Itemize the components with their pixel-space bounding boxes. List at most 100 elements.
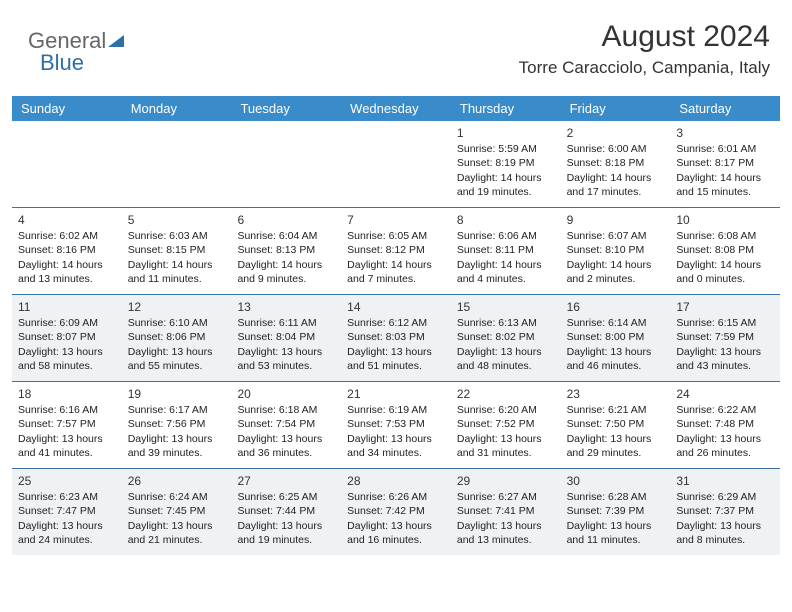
day-cell: 13Sunrise: 6:11 AMSunset: 8:04 PMDayligh… [231, 295, 341, 381]
day-cell: 25Sunrise: 6:23 AMSunset: 7:47 PMDayligh… [12, 469, 122, 555]
sunset-text: Sunset: 8:04 PM [237, 330, 335, 344]
sunset-text: Sunset: 7:42 PM [347, 504, 445, 518]
day-cell: 7Sunrise: 6:05 AMSunset: 8:12 PMDaylight… [341, 208, 451, 294]
sunset-text: Sunset: 8:08 PM [676, 243, 774, 257]
day-cell: 2Sunrise: 6:00 AMSunset: 8:18 PMDaylight… [561, 121, 671, 207]
sunrise-text: Sunrise: 6:21 AM [567, 403, 665, 417]
sunrise-text: Sunrise: 6:27 AM [457, 490, 555, 504]
day-cell: 8Sunrise: 6:06 AMSunset: 8:11 PMDaylight… [451, 208, 561, 294]
logo-triangle-icon [108, 33, 126, 49]
daylight-text: Daylight: 13 hours and 51 minutes. [347, 345, 445, 373]
sunrise-text: Sunrise: 6:10 AM [128, 316, 226, 330]
day-cell: 12Sunrise: 6:10 AMSunset: 8:06 PMDayligh… [122, 295, 232, 381]
daylight-text: Daylight: 13 hours and 55 minutes. [128, 345, 226, 373]
day-cell: 10Sunrise: 6:08 AMSunset: 8:08 PMDayligh… [670, 208, 780, 294]
sunset-text: Sunset: 8:12 PM [347, 243, 445, 257]
day-number: 11 [18, 299, 116, 315]
sunrise-text: Sunrise: 6:02 AM [18, 229, 116, 243]
day-cell: 27Sunrise: 6:25 AMSunset: 7:44 PMDayligh… [231, 469, 341, 555]
day-cell: 23Sunrise: 6:21 AMSunset: 7:50 PMDayligh… [561, 382, 671, 468]
day-cell: 20Sunrise: 6:18 AMSunset: 7:54 PMDayligh… [231, 382, 341, 468]
dow-cell: Monday [122, 96, 232, 121]
sunset-text: Sunset: 7:37 PM [676, 504, 774, 518]
day-number: 26 [128, 473, 226, 489]
day-cell: 4Sunrise: 6:02 AMSunset: 8:16 PMDaylight… [12, 208, 122, 294]
sunset-text: Sunset: 7:45 PM [128, 504, 226, 518]
sunrise-text: Sunrise: 6:28 AM [567, 490, 665, 504]
logo: General Blue [28, 28, 126, 54]
sunset-text: Sunset: 7:53 PM [347, 417, 445, 431]
sunset-text: Sunset: 8:17 PM [676, 156, 774, 170]
sunset-text: Sunset: 7:50 PM [567, 417, 665, 431]
day-cell [12, 121, 122, 207]
week-row: 1Sunrise: 5:59 AMSunset: 8:19 PMDaylight… [12, 121, 780, 207]
daylight-text: Daylight: 14 hours and 11 minutes. [128, 258, 226, 286]
sunset-text: Sunset: 8:11 PM [457, 243, 555, 257]
day-cell: 5Sunrise: 6:03 AMSunset: 8:15 PMDaylight… [122, 208, 232, 294]
day-number: 23 [567, 386, 665, 402]
daylight-text: Daylight: 13 hours and 58 minutes. [18, 345, 116, 373]
day-cell: 1Sunrise: 5:59 AMSunset: 8:19 PMDaylight… [451, 121, 561, 207]
day-number: 13 [237, 299, 335, 315]
sunrise-text: Sunrise: 6:11 AM [237, 316, 335, 330]
dow-header-row: SundayMondayTuesdayWednesdayThursdayFrid… [12, 96, 780, 121]
daylight-text: Daylight: 14 hours and 2 minutes. [567, 258, 665, 286]
day-number: 16 [567, 299, 665, 315]
sunset-text: Sunset: 8:00 PM [567, 330, 665, 344]
day-cell: 29Sunrise: 6:27 AMSunset: 7:41 PMDayligh… [451, 469, 561, 555]
sunset-text: Sunset: 7:41 PM [457, 504, 555, 518]
daylight-text: Daylight: 14 hours and 9 minutes. [237, 258, 335, 286]
daylight-text: Daylight: 13 hours and 31 minutes. [457, 432, 555, 460]
day-number: 5 [128, 212, 226, 228]
day-cell [122, 121, 232, 207]
daylight-text: Daylight: 13 hours and 19 minutes. [237, 519, 335, 547]
daylight-text: Daylight: 13 hours and 16 minutes. [347, 519, 445, 547]
sunrise-text: Sunrise: 6:18 AM [237, 403, 335, 417]
sunset-text: Sunset: 7:39 PM [567, 504, 665, 518]
day-cell: 16Sunrise: 6:14 AMSunset: 8:00 PMDayligh… [561, 295, 671, 381]
day-number: 19 [128, 386, 226, 402]
day-number: 9 [567, 212, 665, 228]
sunset-text: Sunset: 8:03 PM [347, 330, 445, 344]
sunrise-text: Sunrise: 6:26 AM [347, 490, 445, 504]
daylight-text: Daylight: 13 hours and 48 minutes. [457, 345, 555, 373]
sunrise-text: Sunrise: 6:19 AM [347, 403, 445, 417]
sunrise-text: Sunrise: 6:22 AM [676, 403, 774, 417]
sunrise-text: Sunrise: 6:20 AM [457, 403, 555, 417]
sunrise-text: Sunrise: 6:14 AM [567, 316, 665, 330]
day-number: 28 [347, 473, 445, 489]
week-row: 11Sunrise: 6:09 AMSunset: 8:07 PMDayligh… [12, 294, 780, 381]
sunset-text: Sunset: 7:47 PM [18, 504, 116, 518]
day-cell: 28Sunrise: 6:26 AMSunset: 7:42 PMDayligh… [341, 469, 451, 555]
sunrise-text: Sunrise: 6:29 AM [676, 490, 774, 504]
sunrise-text: Sunrise: 6:03 AM [128, 229, 226, 243]
day-cell: 3Sunrise: 6:01 AMSunset: 8:17 PMDaylight… [670, 121, 780, 207]
day-number: 21 [347, 386, 445, 402]
day-number: 22 [457, 386, 555, 402]
sunset-text: Sunset: 8:13 PM [237, 243, 335, 257]
sunset-text: Sunset: 7:52 PM [457, 417, 555, 431]
sunrise-text: Sunrise: 6:17 AM [128, 403, 226, 417]
sunrise-text: Sunrise: 6:00 AM [567, 142, 665, 156]
day-number: 12 [128, 299, 226, 315]
sunrise-text: Sunrise: 6:07 AM [567, 229, 665, 243]
sunset-text: Sunset: 8:07 PM [18, 330, 116, 344]
day-cell: 15Sunrise: 6:13 AMSunset: 8:02 PMDayligh… [451, 295, 561, 381]
daylight-text: Daylight: 13 hours and 21 minutes. [128, 519, 226, 547]
daylight-text: Daylight: 14 hours and 13 minutes. [18, 258, 116, 286]
sunrise-text: Sunrise: 6:05 AM [347, 229, 445, 243]
week-row: 18Sunrise: 6:16 AMSunset: 7:57 PMDayligh… [12, 381, 780, 468]
day-cell: 14Sunrise: 6:12 AMSunset: 8:03 PMDayligh… [341, 295, 451, 381]
day-number: 20 [237, 386, 335, 402]
daylight-text: Daylight: 13 hours and 53 minutes. [237, 345, 335, 373]
daylight-text: Daylight: 13 hours and 13 minutes. [457, 519, 555, 547]
daylight-text: Daylight: 13 hours and 43 minutes. [676, 345, 774, 373]
sunset-text: Sunset: 8:10 PM [567, 243, 665, 257]
sunset-text: Sunset: 8:16 PM [18, 243, 116, 257]
logo-text-2: Blue [40, 50, 84, 76]
dow-cell: Saturday [670, 96, 780, 121]
sunrise-text: Sunrise: 6:12 AM [347, 316, 445, 330]
day-number: 27 [237, 473, 335, 489]
dow-cell: Friday [561, 96, 671, 121]
sunrise-text: Sunrise: 5:59 AM [457, 142, 555, 156]
